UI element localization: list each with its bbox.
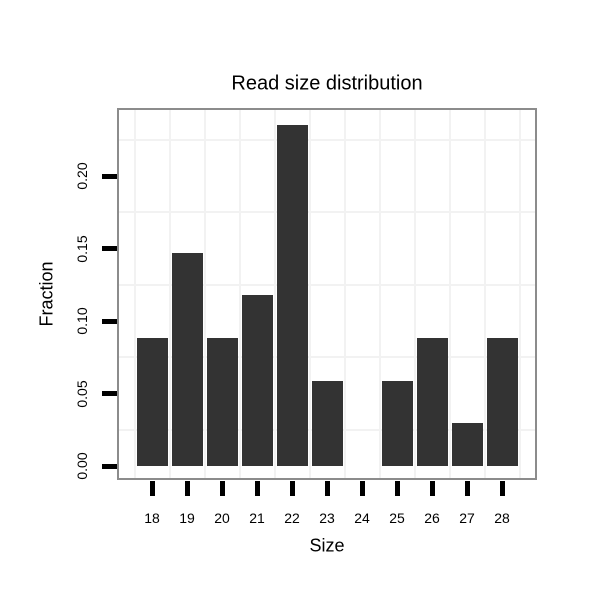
y-tick-label-0.15: 0.15 bbox=[74, 234, 90, 263]
gridline-vertical bbox=[273, 110, 276, 478]
bar-18 bbox=[136, 338, 168, 466]
y-tick-0.20 bbox=[102, 173, 117, 179]
bar-23 bbox=[311, 381, 343, 466]
x-tick-label-25: 25 bbox=[389, 510, 405, 526]
x-tick-label-22: 22 bbox=[284, 510, 300, 526]
x-tick-label-27: 27 bbox=[459, 510, 475, 526]
bar-19 bbox=[171, 253, 203, 466]
gridline-vertical bbox=[378, 110, 381, 478]
y-tick-label-0.00: 0.00 bbox=[74, 452, 90, 480]
gridline-vertical bbox=[413, 110, 416, 478]
y-tick-0.00 bbox=[102, 463, 117, 469]
y-tick-label-0.05: 0.05 bbox=[74, 379, 90, 408]
x-tick-25 bbox=[394, 481, 400, 496]
x-tick-label-24: 24 bbox=[354, 510, 370, 526]
gridline-vertical bbox=[168, 110, 171, 478]
x-tick-19 bbox=[184, 481, 190, 496]
gridline-horizontal bbox=[119, 211, 535, 214]
gridline-vertical bbox=[133, 110, 136, 478]
y-tick-0.10 bbox=[102, 318, 117, 324]
y-tick-0.05 bbox=[102, 391, 117, 396]
x-tick-21 bbox=[254, 481, 260, 496]
chart-title: Read size distribution bbox=[231, 72, 423, 95]
x-tick-24 bbox=[359, 481, 365, 496]
gridline-vertical bbox=[343, 110, 346, 478]
x-tick-18 bbox=[149, 481, 155, 496]
bar-28 bbox=[486, 338, 518, 466]
gridline-horizontal bbox=[119, 138, 535, 141]
y-tick-label-0.10: 0.10 bbox=[74, 307, 90, 335]
gridline-vertical bbox=[483, 110, 486, 478]
x-tick-label-21: 21 bbox=[249, 510, 265, 526]
bar-21 bbox=[241, 295, 273, 466]
x-tick-label-28: 28 bbox=[494, 510, 510, 526]
bar-27 bbox=[451, 423, 483, 466]
x-tick-label-18: 18 bbox=[144, 510, 160, 526]
bar-22 bbox=[276, 125, 308, 466]
gridline-vertical bbox=[308, 110, 311, 478]
x-tick-26 bbox=[429, 481, 435, 496]
bar-20 bbox=[206, 338, 238, 466]
y-tick-0.15 bbox=[102, 246, 117, 251]
x-tick-label-20: 20 bbox=[214, 510, 230, 526]
gridline-horizontal bbox=[119, 356, 535, 359]
x-tick-label-26: 26 bbox=[424, 510, 440, 526]
x-tick-label-19: 19 bbox=[179, 510, 195, 526]
bar-26 bbox=[416, 338, 448, 466]
y-tick-label-0.20: 0.20 bbox=[74, 162, 90, 190]
y-axis-title: Fraction bbox=[36, 261, 57, 327]
gridline-vertical bbox=[238, 110, 241, 478]
x-tick-27 bbox=[464, 481, 470, 496]
x-tick-label-23: 23 bbox=[319, 510, 335, 526]
x-tick-22 bbox=[289, 481, 295, 496]
x-tick-28 bbox=[499, 481, 505, 496]
x-tick-23 bbox=[324, 481, 330, 496]
gridline-vertical bbox=[518, 110, 521, 478]
gridline-horizontal bbox=[119, 283, 535, 286]
x-tick-20 bbox=[219, 481, 225, 496]
gridline-vertical bbox=[448, 110, 451, 478]
gridline-vertical bbox=[203, 110, 206, 478]
bar-25 bbox=[381, 381, 413, 466]
plot-panel bbox=[117, 108, 537, 480]
x-axis-title: Size bbox=[309, 535, 345, 556]
